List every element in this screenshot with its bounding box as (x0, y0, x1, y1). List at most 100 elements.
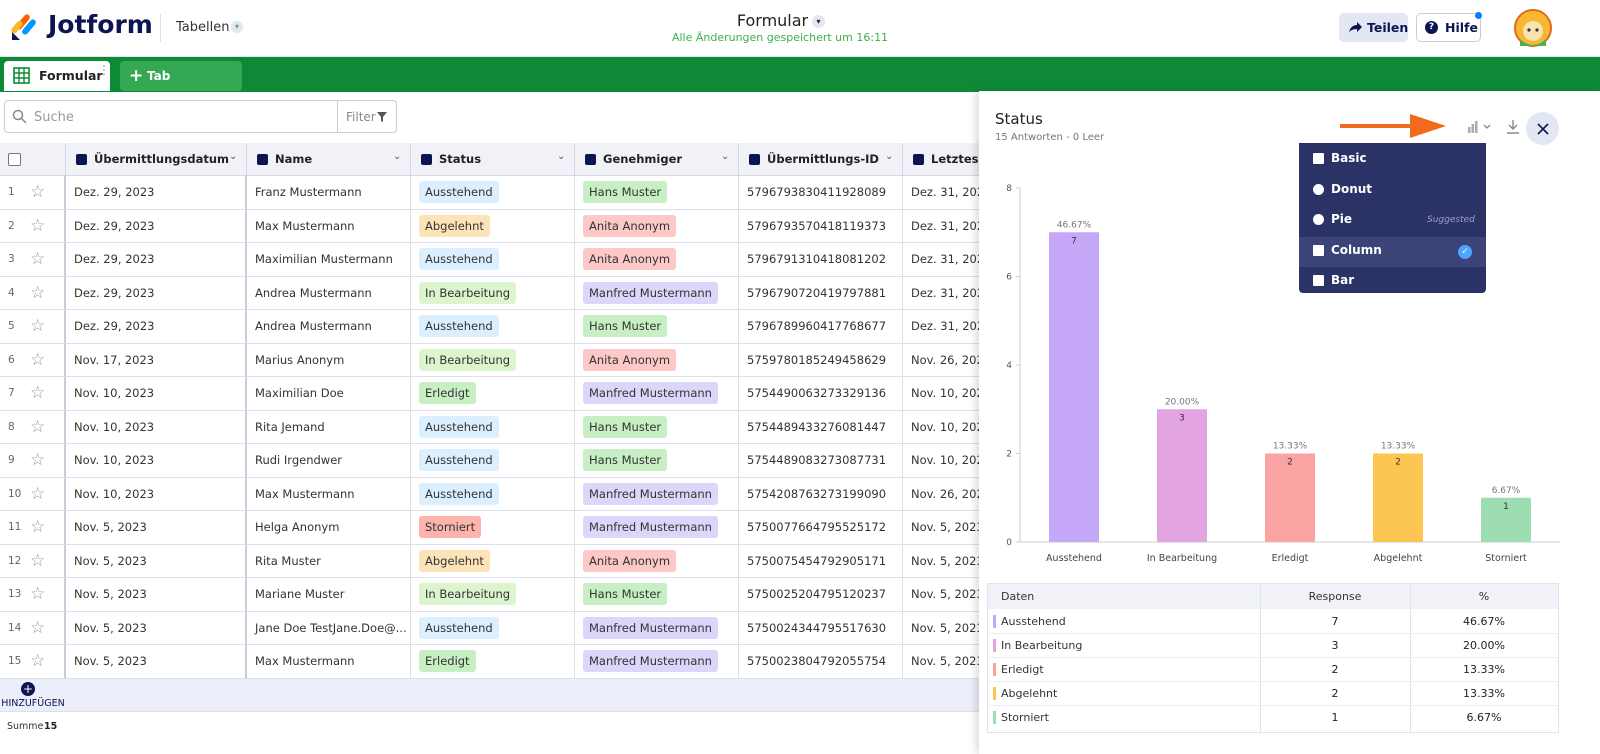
menu-item[interactable] (1299, 145, 1486, 175)
status-tag[interactable]: In Bearbeitung (419, 349, 516, 371)
column-header[interactable]: Genehmiger (575, 143, 739, 176)
add-row-button[interactable]: HINZUFÜGEN (0, 698, 66, 709)
sum-label: Summe (7, 721, 43, 732)
add-row-icon[interactable]: + (21, 682, 35, 696)
approver-tag[interactable]: Anita Anonym (583, 248, 676, 270)
table-cell: Dez. 29, 2023 (66, 277, 247, 311)
table-cell: 5754490063273329136 (739, 377, 903, 411)
table-cell: Anita Anonym (575, 243, 739, 277)
table-cell: Nov. 10, 2023 (66, 444, 247, 478)
star-icon[interactable]: ☆ (30, 417, 45, 437)
percent-label: 6.67% (1492, 486, 1521, 496)
menu-item[interactable] (1299, 267, 1486, 297)
approver-tag[interactable]: Anita Anonym (583, 550, 676, 572)
star-icon[interactable]: ☆ (30, 216, 45, 236)
table-cell: Hans Muster (575, 176, 739, 210)
status-tag[interactable]: Ausstehend (419, 449, 499, 471)
star-icon[interactable]: ☆ (30, 651, 45, 671)
approver-tag[interactable]: Manfred Mustermann (583, 617, 718, 639)
select-all-checkbox[interactable] (8, 153, 21, 166)
column-menu[interactable]: ⌄ (229, 151, 237, 162)
chart-type-button[interactable] (1466, 120, 1494, 134)
approver-tag[interactable]: Hans Muster (583, 416, 667, 438)
table-cell: 5750024344795517630 (739, 612, 903, 646)
row-divider (988, 657, 1558, 658)
table-cell: 5754489083273087731 (739, 444, 903, 478)
summary-count: 2 (1260, 663, 1410, 676)
status-tag[interactable]: Ausstehend (419, 483, 499, 505)
star-icon[interactable]: ☆ (30, 249, 45, 269)
column-icon (749, 154, 760, 165)
status-tag[interactable]: Erledigt (419, 382, 476, 404)
row-divider (988, 633, 1558, 634)
approver-tag[interactable]: Manfred Mustermann (583, 650, 718, 672)
star-icon[interactable]: ☆ (30, 283, 45, 303)
column-header[interactable]: Status (411, 143, 575, 176)
status-tag[interactable]: Abgelehnt (419, 550, 490, 572)
approver-tag[interactable]: Manfred Mustermann (583, 282, 718, 304)
percent-label: 46.67% (1057, 220, 1092, 230)
column-menu[interactable]: ⌄ (721, 151, 729, 162)
star-icon[interactable]: ☆ (30, 450, 45, 470)
star-icon[interactable]: ☆ (30, 618, 45, 638)
menu-label[interactable]: Column (1331, 243, 1382, 257)
menu-label[interactable]: Donut (1331, 182, 1372, 196)
star-icon[interactable]: ☆ (30, 316, 45, 336)
table-cell: Dez. 29, 2023 (66, 176, 247, 210)
status-tag[interactable]: Erledigt (419, 650, 476, 672)
approver-tag[interactable]: Manfred Mustermann (583, 483, 718, 505)
y-tick-label: 2 (1006, 450, 1012, 460)
approver-tag[interactable]: Hans Muster (583, 583, 667, 605)
color-swatch (993, 687, 996, 700)
table-cell: Ausstehend (411, 444, 575, 478)
table-cell: Maximilian Doe (247, 377, 411, 411)
approver-tag[interactable]: Anita Anonym (583, 215, 676, 237)
status-tag[interactable]: Ausstehend (419, 617, 499, 639)
status-tag[interactable]: Ausstehend (419, 248, 499, 270)
approver-tag[interactable]: Manfred Mustermann (583, 516, 718, 538)
approver-tag[interactable]: Hans Muster (583, 315, 667, 337)
table-cell: Manfred Mustermann (575, 645, 739, 679)
column-menu[interactable]: ⌄ (885, 151, 893, 162)
column-header[interactable]: Übermittlungsdatum (66, 143, 247, 176)
summary-count: 2 (1260, 687, 1410, 700)
star-icon[interactable]: ☆ (30, 484, 45, 504)
star-icon[interactable]: ☆ (30, 383, 45, 403)
star-icon[interactable]: ☆ (30, 517, 45, 537)
column-menu[interactable]: ⌄ (393, 151, 401, 162)
star-icon[interactable]: ☆ (30, 182, 45, 202)
status-tag[interactable]: In Bearbeitung (419, 282, 516, 304)
table-cell: Nov. 5, 2023 (66, 578, 247, 612)
column-header[interactable]: Name (247, 143, 411, 176)
suggested-label: Suggested (1427, 215, 1475, 225)
table-cell: Maximilian Mustermann (247, 243, 411, 277)
menu-label[interactable]: Pie (1331, 212, 1352, 226)
approver-tag[interactable]: Anita Anonym (583, 349, 676, 371)
download-button[interactable] (1506, 119, 1520, 135)
column-icon (913, 154, 924, 165)
menu-label[interactable]: Basic (1331, 151, 1367, 165)
star-icon[interactable]: ☆ (30, 551, 45, 571)
status-tag[interactable]: Storniert (419, 516, 481, 538)
table-cell: Max Mustermann (247, 645, 411, 679)
column-icon (76, 154, 87, 165)
menu-label[interactable]: Bar (1331, 273, 1354, 287)
approver-tag[interactable]: Manfred Mustermann (583, 382, 718, 404)
table-cell: Mariane Muster (247, 578, 411, 612)
x-tick-label: In Bearbeitung (1147, 553, 1217, 564)
table-cell: Franz Mustermann (247, 176, 411, 210)
status-tag[interactable]: Ausstehend (419, 416, 499, 438)
approver-tag[interactable]: Hans Muster (583, 181, 667, 203)
approver-tag[interactable]: Hans Muster (583, 449, 667, 471)
status-tag[interactable]: Abgelehnt (419, 215, 490, 237)
status-tag[interactable]: Ausstehend (419, 181, 499, 203)
status-tag[interactable]: In Bearbeitung (419, 583, 516, 605)
star-icon[interactable]: ☆ (30, 350, 45, 370)
percent-label: 13.33% (1273, 442, 1308, 452)
row-divider (988, 705, 1558, 706)
star-icon[interactable]: ☆ (30, 584, 45, 604)
column-menu[interactable]: ⌄ (557, 151, 565, 162)
column-header[interactable]: Übermittlungs-ID (739, 143, 903, 176)
status-tag[interactable]: Ausstehend (419, 315, 499, 337)
menu-item[interactable] (1299, 176, 1486, 206)
